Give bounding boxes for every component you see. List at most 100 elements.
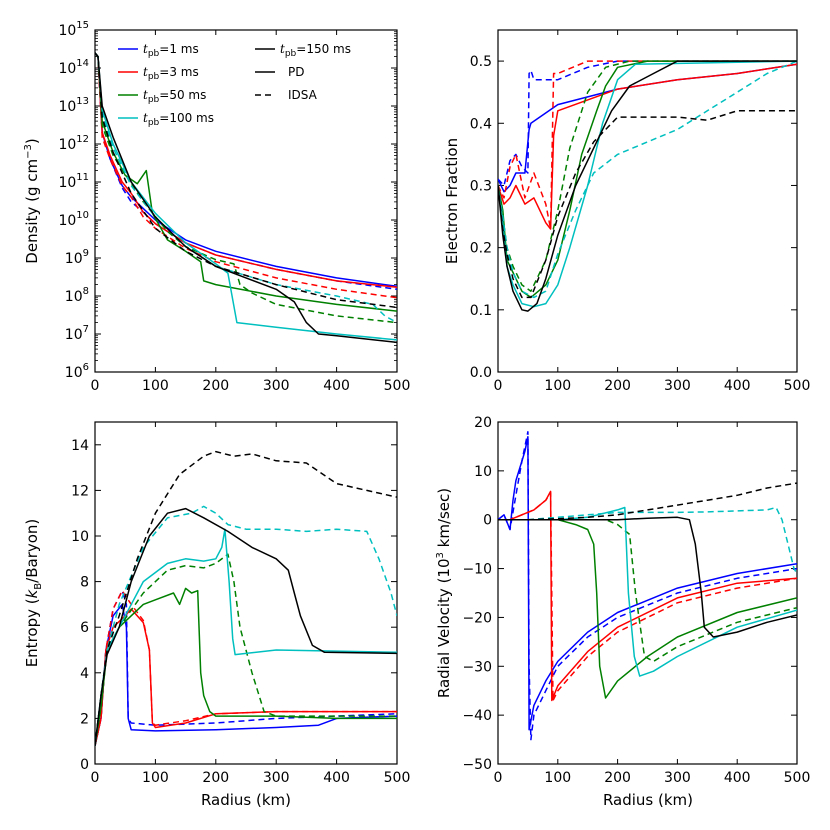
ytick-label-density: 107 bbox=[65, 324, 89, 343]
xtick-label-velocity: 500 bbox=[784, 770, 811, 786]
ytick-label-density: 1013 bbox=[58, 96, 89, 115]
series-line-entropy bbox=[95, 603, 397, 746]
series-line-velocity bbox=[498, 482, 797, 521]
xtick-label-electron-fraction: 0 bbox=[494, 378, 503, 394]
xtick-label-entropy: 100 bbox=[142, 770, 169, 786]
xtick-label-electron-fraction: 200 bbox=[604, 378, 631, 394]
series-line-density bbox=[95, 52, 397, 309]
xlabel-entropy: Radius (km) bbox=[201, 791, 291, 809]
xtick-label-velocity: 0 bbox=[494, 770, 503, 786]
series-line-electron-fraction bbox=[498, 63, 797, 193]
series-line-electron-fraction bbox=[498, 60, 797, 312]
ylabel-entropy: Entropy (kB/Baryon) bbox=[23, 519, 44, 668]
legend-label-pd: PD bbox=[288, 65, 304, 79]
xtick-label-entropy: 500 bbox=[384, 770, 411, 786]
ytick-label-density: 1012 bbox=[58, 134, 89, 153]
ytick-label-velocity: −50 bbox=[462, 757, 492, 773]
xtick-label-density: 200 bbox=[202, 378, 229, 394]
xtick-label-electron-fraction: 400 bbox=[724, 378, 751, 394]
ytick-label-electron-fraction: 0.0 bbox=[470, 365, 492, 381]
series-line-electron-fraction bbox=[498, 60, 797, 299]
ytick-label-electron-fraction: 0.3 bbox=[470, 178, 492, 194]
ytick-label-density: 1011 bbox=[58, 172, 89, 191]
ytick-label-density: 1010 bbox=[58, 210, 89, 229]
legend-label-idsa: IDSA bbox=[288, 88, 318, 102]
ytick-label-electron-fraction: 0.2 bbox=[470, 241, 492, 257]
ylabel-velocity: Radial Velocity (103 km/sec) bbox=[435, 488, 453, 698]
series-line-electron-fraction bbox=[498, 63, 797, 230]
legend-label-3ms: tpb=3 ms bbox=[143, 65, 199, 82]
ytick-label-electron-fraction: 0.1 bbox=[470, 303, 492, 319]
series-line-density bbox=[95, 52, 397, 288]
series-line-velocity bbox=[498, 492, 797, 702]
series-line-density bbox=[95, 52, 397, 299]
series-line-density bbox=[95, 52, 397, 312]
xtick-label-density: 0 bbox=[91, 378, 100, 394]
xtick-label-density: 400 bbox=[323, 378, 350, 394]
series-line-electron-fraction bbox=[498, 110, 797, 299]
series-line-electron-fraction bbox=[498, 60, 797, 308]
ylabel-density: Density (g cm−3) bbox=[23, 138, 41, 263]
ytick-label-velocity: −40 bbox=[462, 708, 492, 724]
legend-label-100ms: tpb=100 ms bbox=[143, 111, 214, 128]
xtick-label-electron-fraction: 300 bbox=[664, 378, 691, 394]
series-line-velocity bbox=[498, 506, 797, 574]
ytick-label-entropy: 4 bbox=[80, 666, 89, 682]
ytick-label-entropy: 10 bbox=[71, 529, 89, 545]
legend: tpb=1 ms tpb=3 ms tpb=50 ms tpb=100 ms t… bbox=[118, 42, 351, 128]
series-line-density bbox=[95, 52, 397, 291]
xtick-label-density: 500 bbox=[384, 378, 411, 394]
ytick-label-density: 109 bbox=[65, 248, 89, 267]
legend-label-1ms: tpb=1 ms bbox=[143, 42, 199, 59]
series-line-velocity bbox=[498, 518, 797, 699]
ytick-label-velocity: 20 bbox=[474, 415, 492, 431]
series-line-electron-fraction bbox=[498, 60, 797, 292]
xtick-label-electron-fraction: 500 bbox=[784, 378, 811, 394]
xtick-label-entropy: 300 bbox=[263, 770, 290, 786]
series-line-velocity bbox=[498, 431, 797, 741]
plot-velocity: 0 100 200 300 400 500 −50 −40 −30 −20 −10 0 10 20 bbox=[462, 415, 810, 786]
xtick-label-entropy: 200 bbox=[202, 770, 229, 786]
series-line-velocity bbox=[498, 490, 797, 702]
series-line-entropy bbox=[95, 587, 397, 746]
ytick-label-velocity: −10 bbox=[462, 562, 492, 578]
legend-label-50ms: tpb=50 ms bbox=[143, 88, 206, 105]
series-line-density bbox=[95, 52, 397, 288]
series-line-entropy bbox=[95, 589, 397, 746]
ytick-label-entropy: 6 bbox=[80, 620, 89, 636]
ytick-label-density: 1014 bbox=[58, 58, 89, 77]
series-line-electron-fraction bbox=[498, 60, 797, 230]
series-line-velocity bbox=[498, 435, 797, 731]
xlabel-velocity: Radius (km) bbox=[603, 791, 693, 809]
xtick-label-velocity: 400 bbox=[724, 770, 751, 786]
series-line-velocity bbox=[498, 506, 797, 677]
ytick-label-velocity: 0 bbox=[483, 513, 492, 529]
series-line-entropy bbox=[95, 507, 397, 746]
ytick-label-entropy: 8 bbox=[80, 575, 89, 591]
series-line-entropy bbox=[95, 608, 397, 746]
ytick-label-electron-fraction: 0.5 bbox=[470, 54, 492, 70]
ytick-label-velocity: −20 bbox=[462, 610, 492, 626]
xtick-label-entropy: 400 bbox=[323, 770, 350, 786]
panel-entropy-frame bbox=[94, 421, 398, 765]
series-line-density bbox=[95, 52, 397, 341]
series-line-entropy bbox=[95, 553, 397, 746]
series-line-entropy bbox=[95, 589, 397, 746]
ytick-label-density: 108 bbox=[65, 286, 89, 305]
xtick-label-velocity: 300 bbox=[664, 770, 691, 786]
ytick-label-entropy: 12 bbox=[71, 483, 89, 499]
plots: 0 100 200 300 400 500106107108109101010111012… bbox=[58, 20, 810, 786]
ytick-label-entropy: 0 bbox=[80, 757, 89, 773]
xtick-label-density: 100 bbox=[142, 378, 169, 394]
ytick-label-velocity: 10 bbox=[474, 464, 492, 480]
plot-entropy: 0 100 200 300 400 500 0 2 4 6 8 10 12 14 bbox=[71, 422, 410, 786]
series-line-entropy bbox=[95, 450, 397, 746]
ytick-label-entropy: 2 bbox=[80, 711, 89, 727]
ytick-label-entropy: 14 bbox=[71, 438, 89, 454]
series-line-velocity bbox=[498, 518, 797, 663]
xtick-label-velocity: 200 bbox=[604, 770, 631, 786]
xtick-label-electron-fraction: 100 bbox=[544, 378, 571, 394]
plot-electron-fraction: 0 100 200 300 400 500 0.0 0.1 0.2 0.3 0.4 0.5 bbox=[470, 30, 811, 394]
ylabel-electron-fraction: Electron Fraction bbox=[443, 138, 461, 264]
